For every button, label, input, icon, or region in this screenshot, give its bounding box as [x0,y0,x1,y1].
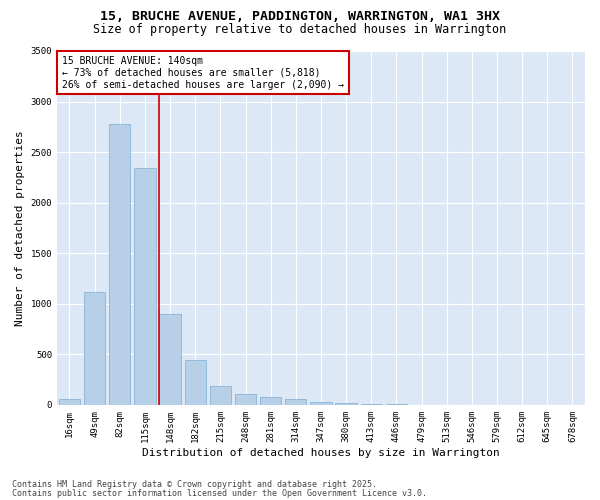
Bar [285,400,307,405]
X-axis label: Distribution of detached houses by size in Warrington: Distribution of detached houses by size … [142,448,500,458]
Bar [185,360,206,405]
Bar [361,404,382,405]
Text: Contains HM Land Registry data © Crown copyright and database right 2025.: Contains HM Land Registry data © Crown c… [12,480,377,489]
Bar [235,394,256,405]
Bar [160,314,181,405]
Text: 15, BRUCHE AVENUE, PADDINGTON, WARRINGTON, WA1 3HX: 15, BRUCHE AVENUE, PADDINGTON, WARRINGTO… [100,10,500,23]
Y-axis label: Number of detached properties: Number of detached properties [15,130,25,326]
Text: Contains public sector information licensed under the Open Government Licence v3: Contains public sector information licen… [12,488,427,498]
Bar [386,404,407,405]
Bar [335,403,357,405]
Bar [310,402,332,405]
Bar [209,386,231,405]
Bar [134,168,155,405]
Bar [260,398,281,405]
Bar [59,400,80,405]
Bar [84,292,106,405]
Bar [109,124,130,405]
Text: 15 BRUCHE AVENUE: 140sqm
← 73% of detached houses are smaller (5,818)
26% of sem: 15 BRUCHE AVENUE: 140sqm ← 73% of detach… [62,56,344,90]
Text: Size of property relative to detached houses in Warrington: Size of property relative to detached ho… [94,22,506,36]
